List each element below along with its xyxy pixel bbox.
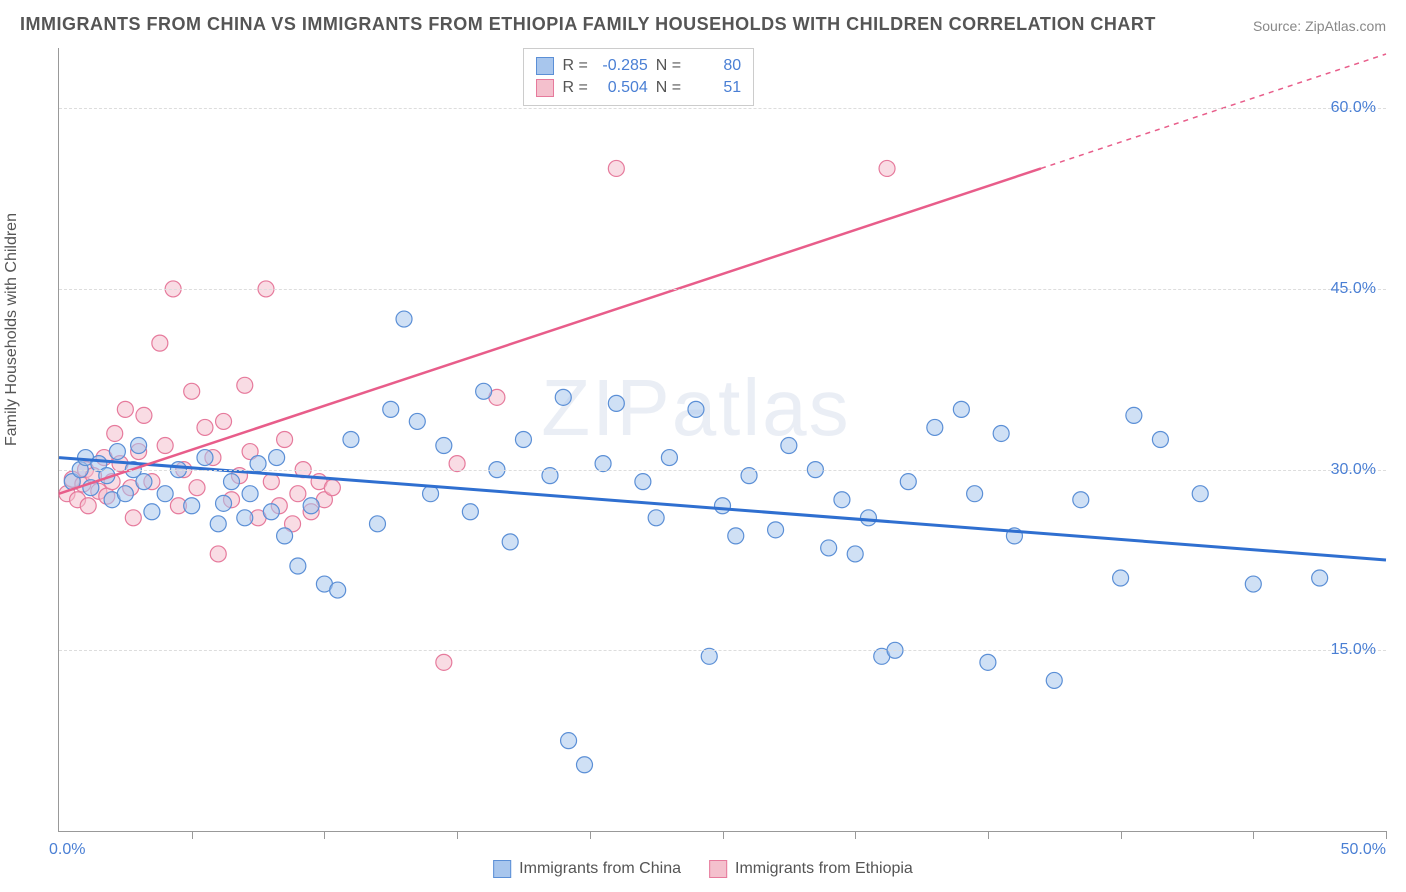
plot-area: ZIPatlas R = -0.285 N = 80 R = 0.504 N =… [58,48,1386,832]
gridline-h [59,650,1386,651]
gridline-h [59,289,1386,290]
y-tick-label: 30.0% [1331,461,1376,479]
stats-r-label-2: R = [562,79,587,97]
x-max-label: 50.0% [1341,841,1386,859]
source-label: Source: ZipAtlas.com [1253,18,1386,34]
x-tick [590,831,591,839]
stats-n-label: N = [656,57,681,75]
x-tick [324,831,325,839]
y-axis-label: Family Households with Children [3,213,21,446]
x-tick [1121,831,1122,839]
y-tick-label: 60.0% [1331,99,1376,117]
x-tick [1386,831,1387,839]
legend-swatch-china [493,860,511,878]
stats-swatch-china [536,57,554,75]
stats-n-china: 80 [689,57,741,75]
legend-swatch-ethiopia [709,860,727,878]
y-tick-label: 45.0% [1331,280,1376,298]
bottom-legend: Immigrants from China Immigrants from Et… [493,860,913,878]
legend-label-ethiopia: Immigrants from Ethiopia [735,860,913,878]
stats-r-label: R = [562,57,587,75]
x-tick [855,831,856,839]
x-tick [457,831,458,839]
x-tick [192,831,193,839]
x-tick [723,831,724,839]
y-tick-label: 15.0% [1331,641,1376,659]
x-tick [988,831,989,839]
stats-legend-box: R = -0.285 N = 80 R = 0.504 N = 51 [523,48,754,106]
chart-svg [59,48,1386,831]
stats-swatch-ethiopia [536,79,554,97]
stats-n-label-2: N = [656,79,681,97]
chart-title: IMMIGRANTS FROM CHINA VS IMMIGRANTS FROM… [20,14,1156,35]
gridline-h [59,470,1386,471]
legend-label-china: Immigrants from China [519,860,681,878]
legend-item-ethiopia: Immigrants from Ethiopia [709,860,913,878]
stats-row-ethiopia: R = 0.504 N = 51 [536,77,741,99]
gridline-h [59,108,1386,109]
x-tick [1253,831,1254,839]
stats-r-ethiopia: 0.504 [596,79,648,97]
stats-n-ethiopia: 51 [689,79,741,97]
legend-item-china: Immigrants from China [493,860,681,878]
stats-r-china: -0.285 [596,57,648,75]
x-origin-label: 0.0% [49,841,85,859]
stats-row-china: R = -0.285 N = 80 [536,55,741,77]
